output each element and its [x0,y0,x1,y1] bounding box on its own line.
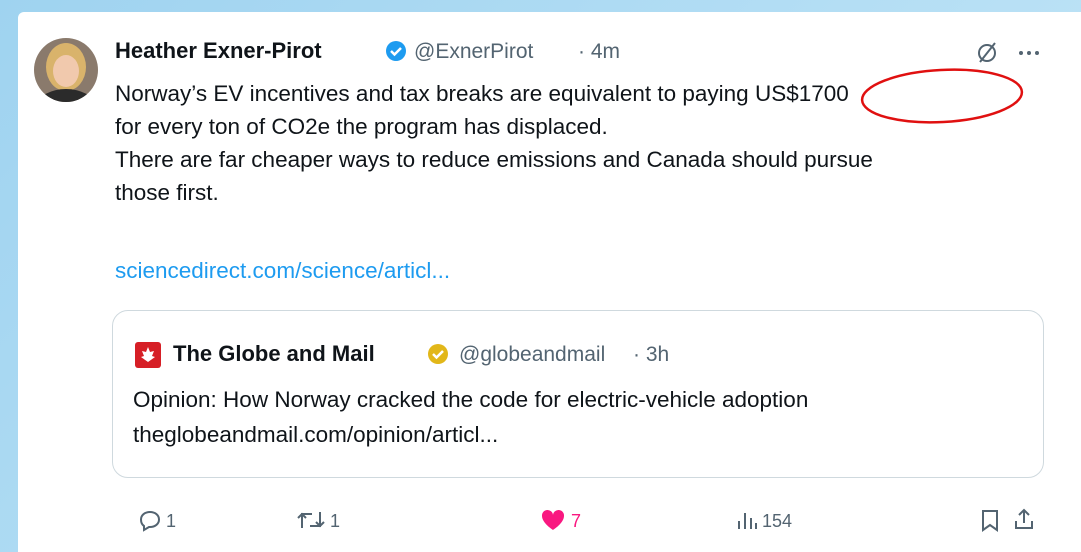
quote-author-name[interactable]: The Globe and Mail [173,341,375,367]
reply-icon[interactable] [138,508,162,532]
views-count: 154 [762,511,792,532]
quote-avatar [135,342,161,368]
quote-time: · 3h [633,343,669,367]
tweet-text-line: for every ton of CO2e the program has di… [115,114,608,140]
annotation-ellipse [858,66,1028,126]
quote-handle[interactable]: @globeandmail [459,343,605,367]
like-count: 7 [571,511,581,532]
views-icon[interactable] [736,509,758,531]
tweet-text-line: There are far cheaper ways to reduce emi… [115,147,873,173]
tweet-text-line: those first. [115,180,219,206]
repost-count: 1 [330,511,340,532]
author-handle[interactable]: @ExnerPirot [414,40,533,64]
like-icon[interactable] [540,508,566,532]
tweet-text-line: Norway’s EV incentives and tax breaks ar… [115,81,849,107]
quote-link[interactable]: theglobeandmail.com/opinion/articl... [133,422,498,448]
top-icons[interactable] [976,40,1056,64]
avatar[interactable] [33,37,99,103]
page: Heather Exner-Pirot @ExnerPirot · 4m sci… [0,0,1081,552]
author-name[interactable]: Heather Exner-Pirot [115,38,322,64]
share-icon[interactable] [1012,507,1036,531]
repost-icon[interactable] [296,508,326,532]
post-time: · 4m [578,40,620,64]
reply-count: 1 [166,511,176,532]
quoted-tweet[interactable]: The Globe and Mail @globeandmail · 3h Op… [112,310,1044,478]
verified-badge [385,40,407,62]
tweet-card: Heather Exner-Pirot @ExnerPirot · 4m sci… [18,12,1081,552]
quote-badge [427,343,449,365]
quote-text: Opinion: How Norway cracked the code for… [133,387,808,413]
tweet-link[interactable]: sciencedirect.com/science/articl... [115,258,450,284]
bookmark-icon[interactable] [978,508,1002,532]
